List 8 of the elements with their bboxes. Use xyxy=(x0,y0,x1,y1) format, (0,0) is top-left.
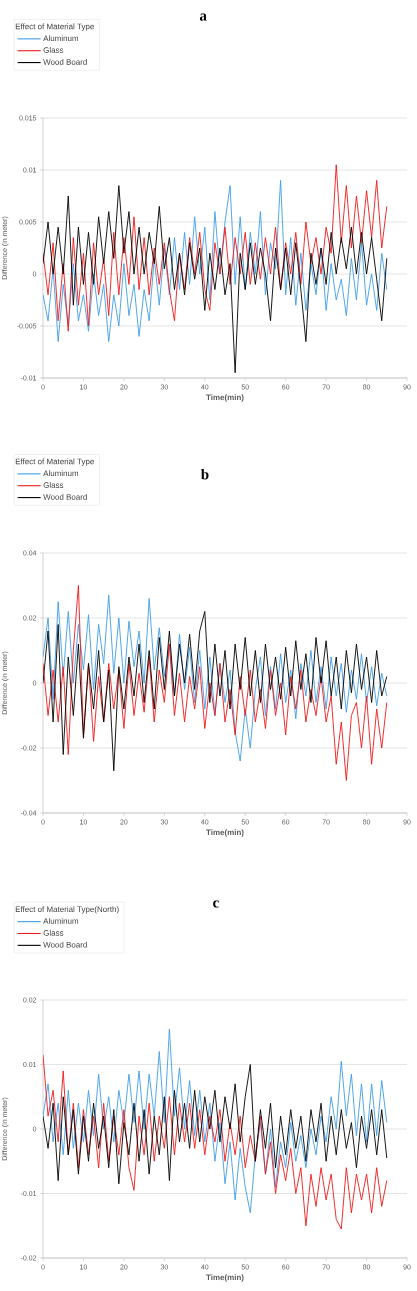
line-series xyxy=(43,1064,388,1185)
line-series xyxy=(43,185,388,374)
chart-title: a xyxy=(199,13,207,21)
line-series xyxy=(43,1054,388,1230)
chart-title: b xyxy=(201,468,209,480)
line-series xyxy=(43,1028,388,1214)
chart-title: c xyxy=(213,900,219,908)
line-series xyxy=(43,611,388,772)
